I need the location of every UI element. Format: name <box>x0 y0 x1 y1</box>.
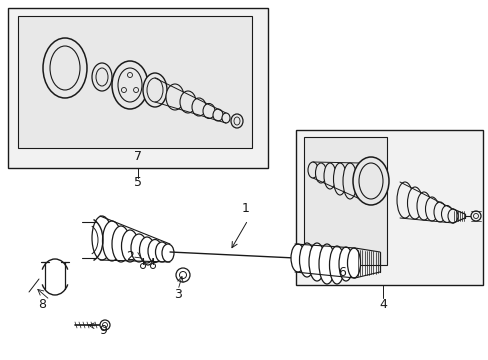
Ellipse shape <box>131 234 147 262</box>
Ellipse shape <box>50 46 80 90</box>
Ellipse shape <box>102 221 121 261</box>
Ellipse shape <box>407 187 422 219</box>
Ellipse shape <box>315 163 326 183</box>
Ellipse shape <box>213 109 223 121</box>
Ellipse shape <box>342 163 356 199</box>
Ellipse shape <box>396 182 412 218</box>
Ellipse shape <box>203 104 215 118</box>
Ellipse shape <box>333 163 346 195</box>
Ellipse shape <box>308 243 325 281</box>
Ellipse shape <box>441 206 451 222</box>
Ellipse shape <box>416 192 430 220</box>
Ellipse shape <box>165 84 183 110</box>
Ellipse shape <box>425 197 438 221</box>
Ellipse shape <box>299 243 314 277</box>
Ellipse shape <box>230 114 243 128</box>
Ellipse shape <box>162 244 174 262</box>
Text: 1: 1 <box>242 202 249 215</box>
Circle shape <box>121 87 126 93</box>
Text: 9: 9 <box>99 324 107 337</box>
Ellipse shape <box>329 246 344 284</box>
Ellipse shape <box>180 91 196 113</box>
Ellipse shape <box>147 78 163 102</box>
Ellipse shape <box>318 244 334 284</box>
Text: 8: 8 <box>38 298 46 311</box>
Ellipse shape <box>234 117 240 125</box>
Bar <box>304 137 386 265</box>
Ellipse shape <box>358 163 382 199</box>
Ellipse shape <box>338 247 352 281</box>
Circle shape <box>179 271 186 279</box>
Text: 4: 4 <box>378 298 386 311</box>
Ellipse shape <box>43 38 87 98</box>
Circle shape <box>470 211 480 221</box>
Bar <box>8 8 267 168</box>
Ellipse shape <box>433 202 445 222</box>
Ellipse shape <box>192 98 205 116</box>
Ellipse shape <box>222 113 229 123</box>
Ellipse shape <box>447 209 457 223</box>
Ellipse shape <box>118 68 142 102</box>
Circle shape <box>133 87 138 93</box>
Ellipse shape <box>290 244 305 272</box>
Bar <box>295 130 482 285</box>
Ellipse shape <box>92 216 112 260</box>
Text: 7: 7 <box>134 149 142 162</box>
Bar <box>18 16 251 148</box>
Ellipse shape <box>148 239 162 262</box>
Ellipse shape <box>92 63 112 91</box>
Text: 2: 2 <box>126 249 134 262</box>
Text: 5: 5 <box>134 175 142 189</box>
Circle shape <box>127 72 132 77</box>
Circle shape <box>472 213 478 219</box>
Text: 6: 6 <box>337 266 345 279</box>
Ellipse shape <box>96 68 108 86</box>
Circle shape <box>176 268 190 282</box>
Ellipse shape <box>112 226 130 262</box>
Ellipse shape <box>121 230 138 262</box>
Text: 3: 3 <box>174 288 182 302</box>
Ellipse shape <box>142 73 167 107</box>
Ellipse shape <box>139 237 154 263</box>
Ellipse shape <box>347 248 360 278</box>
Ellipse shape <box>324 163 335 189</box>
Ellipse shape <box>155 242 168 262</box>
Ellipse shape <box>307 162 317 178</box>
Ellipse shape <box>352 157 388 205</box>
Ellipse shape <box>112 61 148 109</box>
Circle shape <box>100 320 110 330</box>
